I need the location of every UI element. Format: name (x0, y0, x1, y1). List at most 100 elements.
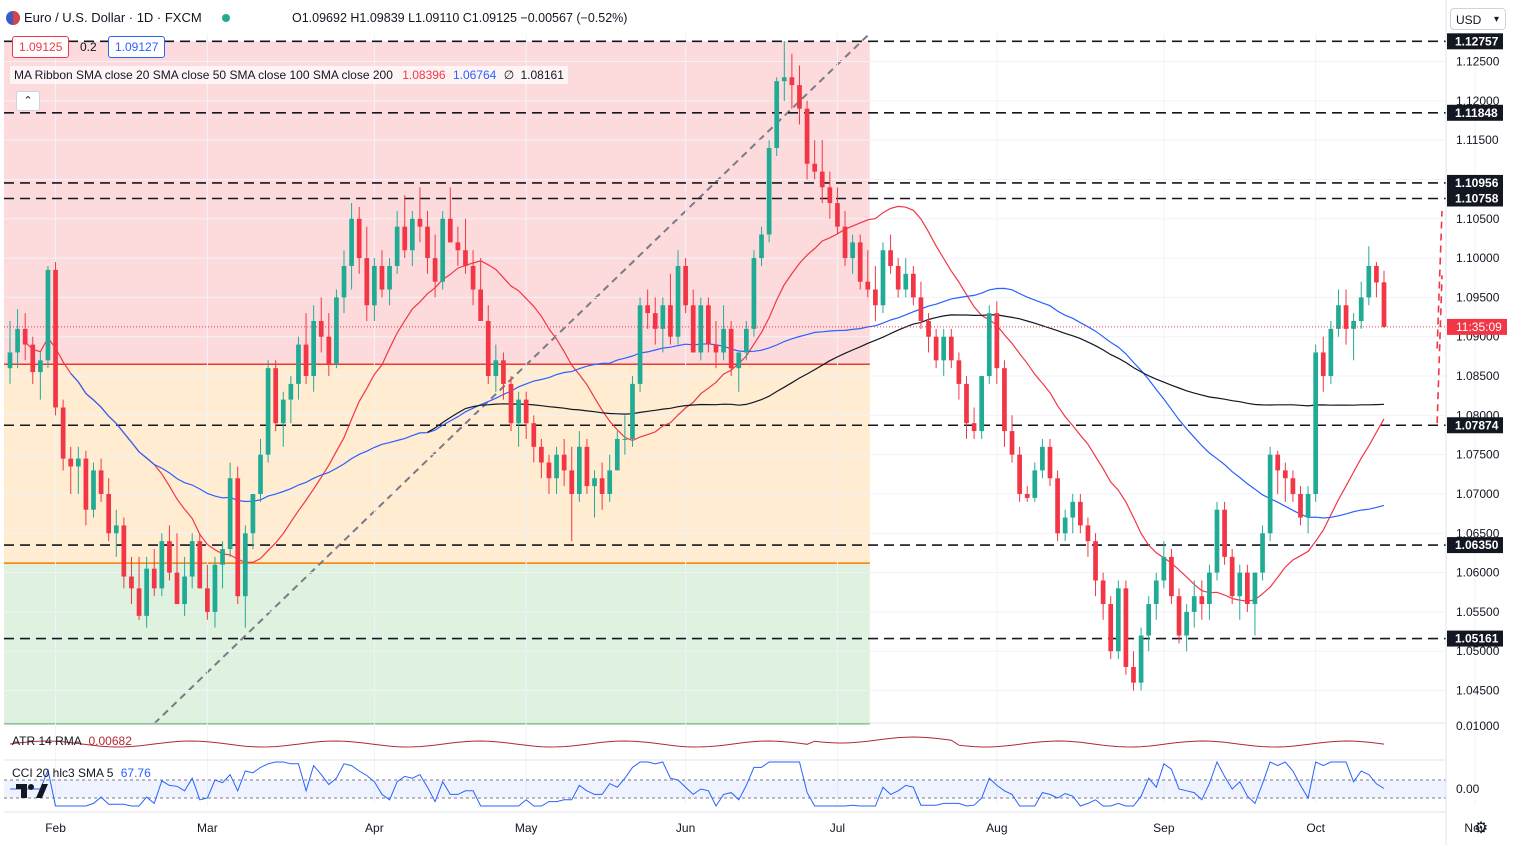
candle-body (948, 336, 954, 361)
candle-body (1290, 478, 1296, 494)
collapse-legend-button[interactable]: ⌃ (16, 91, 40, 111)
gear-icon[interactable]: ⚙ (1473, 820, 1489, 837)
sma20-value: 1.08396 (402, 68, 446, 82)
candle-body (986, 313, 992, 377)
candle-body (296, 344, 301, 384)
cci-band (4, 780, 1446, 798)
candle-body (364, 258, 370, 306)
candle-body (797, 85, 802, 109)
candle-body (1214, 509, 1220, 573)
candle-body (918, 297, 924, 321)
candle-body (1328, 328, 1334, 377)
time-tick-label: Aug (986, 821, 1007, 835)
cci-axis-label: 0.00 (1456, 782, 1480, 796)
candle-body (1085, 525, 1091, 542)
candle-body (326, 336, 332, 365)
currency-selector[interactable]: USD ▾ (1450, 8, 1506, 30)
candle-body (30, 344, 36, 373)
buy-price-button[interactable]: 1.09127 (108, 36, 166, 58)
candle-body (1093, 541, 1098, 581)
price-tick-label: 1.05500 (1456, 605, 1500, 619)
level-price-label: 1.12757 (1455, 34, 1499, 48)
candle-body (1305, 493, 1311, 518)
candle-body (1358, 297, 1364, 321)
candle-body (235, 478, 241, 597)
candle-body (1252, 572, 1258, 605)
candle-body (508, 383, 514, 424)
candle-body (440, 218, 446, 282)
candle-body (842, 226, 848, 259)
candle-body (129, 576, 134, 589)
candle-body (425, 226, 430, 259)
candle-body (1237, 572, 1243, 597)
candle-body (227, 478, 233, 550)
candle-body (1320, 352, 1326, 377)
sma20-line (24, 205, 1385, 602)
candle-body (250, 493, 256, 534)
candle-body (136, 588, 142, 616)
candle-body (1282, 470, 1288, 479)
symbol-title[interactable]: Euro / U.S. Dollar · 1D · FXCM (6, 10, 230, 25)
candle-body (334, 297, 339, 365)
atr-line (9, 736, 1385, 748)
candle-body (288, 383, 294, 400)
candle-body (356, 218, 362, 259)
candle-body (1222, 509, 1227, 557)
candle-body (409, 218, 415, 251)
tradingview-logo-icon[interactable] (16, 780, 48, 802)
atr-legend[interactable]: ATR 14 RMA 0.00682 (12, 734, 132, 748)
candle-body (895, 265, 901, 290)
candle-body (690, 305, 696, 353)
candle-body (910, 273, 916, 298)
candle-body (1108, 604, 1114, 652)
candle-body (933, 336, 939, 361)
candle-body (713, 344, 719, 353)
atr-value: 0.00682 (88, 734, 132, 748)
time-tick-label: May (515, 821, 538, 835)
candle-body (736, 352, 742, 369)
price-tick-label: 1.05000 (1456, 644, 1500, 658)
symbol-label: Euro / U.S. Dollar · 1D · FXCM (24, 10, 202, 25)
candle-body (1146, 604, 1152, 636)
candle-body (964, 383, 969, 424)
time-tick-label: Apr (365, 821, 384, 835)
candle-body (607, 470, 613, 494)
candle-body (812, 163, 818, 172)
cci-legend[interactable]: CCI 20 hlc3 SMA 5 67.76 (12, 766, 151, 780)
chevron-down-icon: ▾ (1493, 14, 1499, 25)
candle-body (1275, 454, 1281, 471)
candle-body (1169, 556, 1174, 597)
candle-body (75, 458, 81, 467)
candle-body (1070, 501, 1076, 518)
level-price-tag (1447, 190, 1503, 207)
candle-body (1351, 320, 1356, 329)
sell-price-button[interactable]: 1.09125 (12, 36, 70, 58)
candle-body (706, 305, 711, 345)
candle-body (447, 218, 453, 243)
candle-body (728, 328, 734, 369)
candle-body (91, 470, 96, 510)
atr-axis-label: 0.01000 (1456, 719, 1500, 733)
chart-header: Euro / U.S. Dollar · 1D · FXCM O1.09692 … (0, 0, 1446, 34)
candle-body (979, 376, 985, 432)
candle-body (1115, 588, 1121, 652)
candle-body (485, 320, 491, 377)
ma-ribbon-label: MA Ribbon SMA close 20 SMA close 50 SMA … (14, 68, 393, 82)
candle-body (721, 328, 726, 353)
candle-body (698, 305, 704, 353)
candle-body (1366, 265, 1372, 298)
candle-body (38, 360, 43, 373)
candle-body (569, 470, 575, 494)
candle-body (394, 226, 400, 266)
candle-body (637, 305, 643, 384)
candle-body (303, 344, 309, 377)
candle-body (531, 423, 537, 447)
candle-body (1381, 282, 1387, 327)
candle-body (1374, 265, 1379, 283)
ma-ribbon-legend[interactable]: MA Ribbon SMA close 20 SMA close 50 SMA … (10, 66, 568, 84)
candle-body (387, 265, 392, 290)
cci-label: CCI 20 hlc3 SMA 5 (12, 766, 114, 780)
time-tick-label: Nov (1464, 821, 1485, 835)
candle-body (265, 368, 271, 455)
